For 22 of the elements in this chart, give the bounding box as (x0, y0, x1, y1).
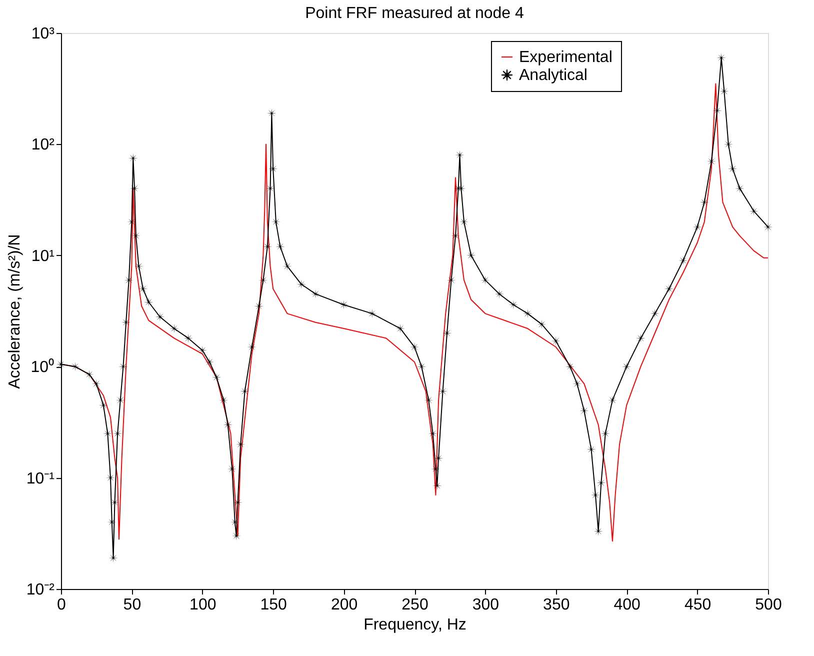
x-axis-title: Frequency, Hz (364, 616, 466, 634)
y-tick-label: 10⁰ (30, 358, 54, 376)
y-tick-label: 10⁻² (26, 582, 56, 598)
x-tick-label: 300 (472, 596, 500, 614)
x-tick-label: 450 (684, 596, 712, 614)
y-tick-label: 10¹ (31, 248, 54, 265)
chart-title: Point FRF measured at node 4 (305, 5, 524, 22)
y-tick-label: 10³ (31, 26, 56, 42)
legend-label: Experimental (519, 49, 612, 66)
x-tick-label: 200 (330, 596, 358, 614)
x-tick-label: 150 (260, 596, 288, 614)
y-axis-title: Accelerance, (m/s²)/N (6, 234, 24, 389)
x-tick-label: 500 (755, 596, 782, 614)
x-tick-label: 100 (190, 596, 216, 614)
y-tick-label: 10⁻¹ (26, 470, 54, 488)
x-tick-label: 50 (123, 596, 142, 614)
x-tick-label: 400 (614, 596, 641, 614)
x-tick-label: 250 (402, 596, 428, 614)
x-tick-label: 0 (57, 596, 66, 614)
y-tick-label: 10² (31, 136, 56, 154)
legend-label: Analytical (519, 67, 588, 84)
x-tick-label: 350 (543, 596, 570, 614)
